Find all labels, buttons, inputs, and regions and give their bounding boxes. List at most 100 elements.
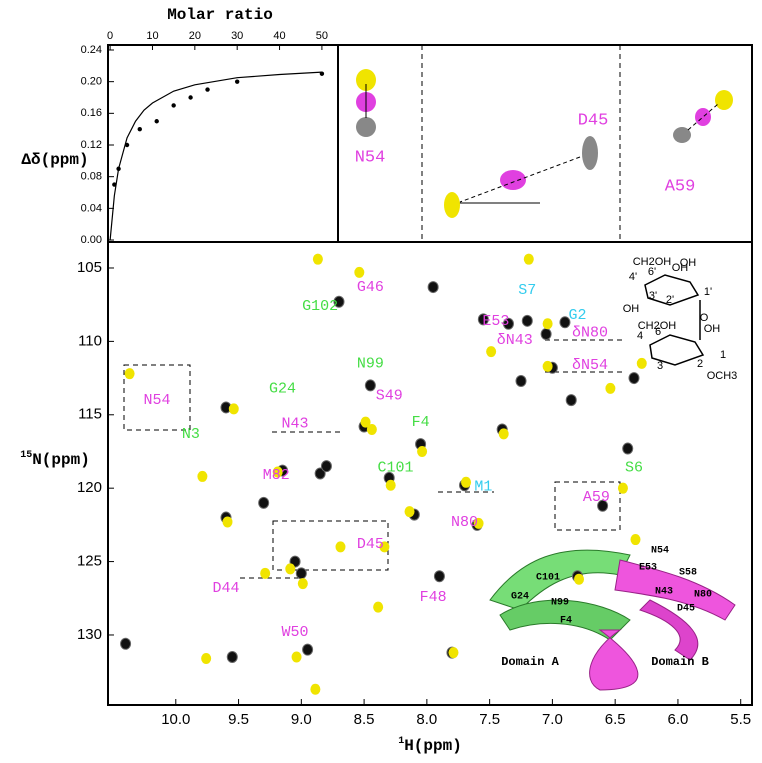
peak [314, 467, 326, 480]
peak [542, 360, 553, 372]
peak [297, 578, 308, 590]
peak [302, 643, 314, 656]
peak [356, 69, 376, 91]
peak [366, 423, 377, 435]
peak [542, 318, 553, 330]
inset-label: N80 [694, 590, 712, 601]
peak-label: N3 [182, 426, 200, 443]
data-point [116, 166, 121, 171]
y-axis-label: 15N(ppm) [20, 450, 90, 470]
sugar-label: OH [704, 323, 721, 335]
peak [622, 442, 634, 455]
peak-label: N99 [357, 355, 384, 372]
x-tick-label: 8.5 [354, 711, 375, 728]
sugar-label: O [700, 312, 709, 324]
ribbon [589, 629, 639, 691]
y-tick-label: 0.16 [81, 107, 102, 119]
x-tick-label: 9.5 [228, 711, 249, 728]
peak [565, 394, 577, 407]
peak [222, 516, 233, 528]
peak [124, 368, 135, 380]
x-tick-label: 10 [146, 30, 158, 42]
sugar-label: 6 [655, 326, 661, 338]
y-tick-label: 120 [77, 479, 102, 496]
inset-label: N99 [551, 598, 569, 609]
x-tick-label: 7.0 [542, 711, 563, 728]
inset-label: S58 [679, 568, 697, 579]
peak [433, 570, 445, 583]
peak [673, 127, 691, 143]
inset-label: D45 [677, 604, 695, 615]
data-point [319, 71, 325, 76]
peak [486, 346, 497, 358]
x-tick-label: 30 [231, 30, 243, 42]
y-tick-label: 105 [77, 259, 102, 276]
sugar-label: 1 [720, 349, 726, 361]
y-tick-label: 0.12 [81, 139, 102, 151]
inset-label: F4 [560, 616, 572, 627]
sugar [644, 274, 705, 366]
peak-label: F48 [420, 589, 447, 606]
peak-label: S7 [518, 282, 536, 299]
peak [226, 650, 238, 663]
peak [258, 496, 270, 509]
sugar-label: OCH3 [707, 370, 738, 382]
peak-label: E53 [482, 313, 509, 330]
peak [364, 379, 376, 392]
peak [360, 416, 371, 428]
peak [715, 90, 733, 110]
peak [448, 647, 459, 659]
zoom-label: N54 [355, 148, 386, 167]
peak [597, 499, 609, 512]
peak [559, 316, 571, 329]
y-axis-label-text: N(ppm) [32, 451, 90, 469]
sugar-label: OH [680, 257, 697, 269]
data-point [137, 126, 142, 132]
peak [197, 470, 208, 482]
inset-label: G24 [511, 592, 529, 603]
zoom-box [554, 481, 621, 531]
inset-label: C101 [536, 573, 560, 584]
x-axis-label-sup: 1 [398, 736, 404, 747]
peak [523, 253, 534, 265]
peak-label: M1 [474, 479, 492, 496]
sugar-label: CH2OH [638, 320, 677, 332]
ribbon [499, 599, 631, 641]
peak [500, 170, 526, 190]
y-tick-label: 0.00 [81, 234, 102, 246]
sugar-label: 6' [648, 266, 656, 278]
structure-inset [489, 549, 736, 691]
y-tick-label: 115 [78, 406, 102, 423]
peak-label: G2 [568, 307, 586, 324]
fit-line [109, 71, 322, 241]
peak [461, 476, 472, 488]
x-tick-label: 8.0 [416, 711, 437, 728]
y-tick-label: 125 [77, 553, 102, 570]
peak [521, 314, 533, 327]
peak [356, 117, 376, 137]
y-tick-label: 0.04 [81, 202, 102, 214]
sugar-label: 4 [637, 330, 643, 342]
peak [335, 541, 346, 553]
sugar-label: 3' [649, 290, 657, 302]
data-point [124, 142, 130, 148]
peak-label: N80 [451, 514, 478, 531]
peak [605, 382, 616, 394]
peak-label: δN43 [497, 332, 533, 349]
peak [285, 563, 296, 575]
data-point [188, 95, 193, 100]
peak [272, 466, 283, 478]
arrow [459, 156, 581, 203]
x-axis-label: Molar ratio [167, 6, 273, 24]
x-axis-label: 1H(ppm) [398, 736, 462, 756]
peak [312, 253, 323, 265]
peak-label: N54 [143, 392, 170, 409]
y-tick-label: 0.08 [81, 171, 102, 183]
sugar-label: CH2OH [633, 256, 672, 268]
peak [695, 108, 711, 126]
sugar-label: 3 [657, 360, 663, 372]
inset-label: Domain A [501, 655, 559, 669]
peak [502, 317, 514, 330]
peak-label: W50 [282, 624, 309, 641]
ring [644, 274, 700, 306]
